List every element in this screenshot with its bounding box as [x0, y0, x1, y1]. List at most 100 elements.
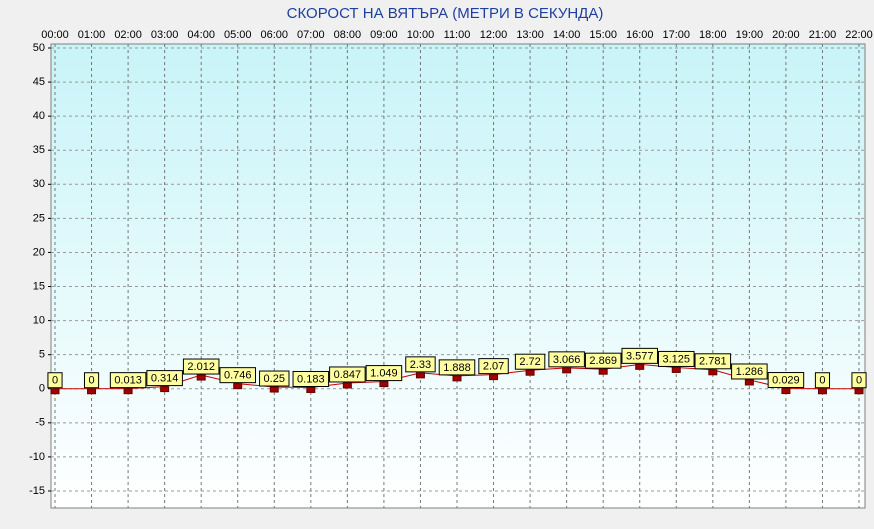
value-label-box	[329, 366, 366, 383]
marker	[854, 388, 864, 395]
value-label-box	[621, 347, 658, 364]
value-label-box	[658, 350, 695, 367]
x-tick-label: 22:00	[845, 29, 873, 41]
x-tick-label: 09:00	[370, 29, 398, 41]
value-label: 2.33	[410, 359, 431, 371]
value-label: 0.183	[297, 373, 325, 385]
value-label: 0.847	[334, 369, 362, 381]
marker	[379, 381, 389, 388]
value-label: 0.314	[151, 373, 179, 385]
y-tick-label: 10	[33, 314, 45, 326]
value-label: 2.869	[589, 355, 617, 367]
x-tick-label: 21:00	[809, 29, 837, 41]
value-label-box	[478, 358, 509, 375]
value-label-box	[438, 359, 476, 376]
x-tick-label: 10:00	[407, 29, 435, 41]
value-label-box	[514, 353, 546, 370]
x-tick-label: 03:00	[151, 29, 179, 41]
value-label: 1.049	[370, 367, 398, 379]
x-tick-label: 12:00	[480, 29, 508, 41]
x-tick-label: 01:00	[78, 29, 106, 41]
y-tick-label: -10	[29, 451, 45, 463]
x-tick-label: 11:00	[444, 29, 471, 41]
marker	[160, 386, 170, 393]
y-tick-label: 15	[33, 280, 45, 292]
marker	[415, 372, 425, 379]
y-tick-label: -5	[35, 417, 45, 429]
value-label-box	[548, 351, 585, 368]
marker	[342, 382, 352, 389]
y-tick-label: 40	[33, 110, 45, 122]
value-label: 0	[856, 375, 862, 387]
marker	[123, 388, 133, 395]
x-tick-label: 05:00	[224, 29, 252, 41]
value-label-box	[767, 372, 805, 389]
marker	[489, 374, 499, 381]
marker	[87, 388, 97, 395]
marker	[598, 368, 608, 375]
x-tick-label: 18:00	[699, 29, 727, 41]
y-tick-label: 50	[33, 42, 45, 54]
y-tick-label: 30	[33, 178, 45, 190]
marker	[269, 386, 279, 393]
value-label: 0.746	[224, 370, 252, 382]
y-tick-label: 0	[39, 383, 45, 395]
value-label-box	[83, 372, 100, 389]
x-tick-label: 07:00	[297, 29, 325, 41]
value-label: 1.888	[443, 362, 471, 374]
value-label: 3.066	[553, 354, 581, 366]
y-tick-label: 20	[33, 246, 45, 258]
marker	[562, 367, 572, 374]
value-label-box	[851, 372, 867, 389]
value-label-box	[146, 370, 183, 387]
marker	[196, 374, 206, 381]
marker	[671, 366, 681, 373]
value-label-box	[47, 372, 63, 389]
value-label: 2.012	[187, 361, 215, 373]
value-label: 3.125	[663, 353, 691, 365]
chart-title: СКОРОСТ НА ВЯТЪРА (МЕТРИ В СЕКУНДА)	[287, 5, 604, 22]
value-label: 0	[819, 375, 825, 387]
x-tick-label: 13:00	[516, 29, 544, 41]
value-label: 2.72	[519, 356, 540, 368]
value-label: 2.07	[483, 361, 504, 373]
marker	[233, 383, 243, 390]
y-tick-label: 25	[33, 212, 45, 224]
marker	[744, 379, 754, 386]
value-label: 0	[52, 375, 58, 387]
value-label: 3.577	[626, 350, 654, 362]
marker	[452, 375, 462, 382]
marker	[781, 388, 791, 395]
value-label: 0.25	[264, 373, 285, 385]
value-label-box	[109, 372, 147, 389]
value-label: 2.781	[699, 356, 727, 368]
value-label-box	[814, 372, 831, 389]
value-label-box	[219, 367, 256, 384]
x-tick-label: 19:00	[736, 29, 764, 41]
x-tick-label: 14:00	[553, 29, 581, 41]
x-tick-label: 06:00	[261, 29, 289, 41]
value-label-box	[365, 365, 403, 382]
value-label: 0.029	[772, 374, 800, 386]
x-tick-label: 00:00	[41, 29, 69, 41]
x-tick-label: 08:00	[334, 29, 362, 41]
value-label-box	[182, 358, 220, 375]
y-tick-label: 5	[39, 349, 45, 361]
marker	[635, 363, 645, 370]
marker	[817, 388, 827, 395]
value-label-box	[405, 356, 436, 373]
y-tick-label: 45	[33, 76, 45, 88]
value-label: 0	[88, 375, 94, 387]
marker	[525, 369, 535, 376]
marker	[50, 388, 60, 395]
value-label: 0.013	[114, 375, 142, 387]
x-tick-label: 17:00	[663, 29, 691, 41]
value-label-box	[694, 353, 732, 370]
value-label-box	[292, 370, 330, 387]
plot-area	[50, 43, 866, 509]
marker	[306, 386, 316, 393]
y-tick-label: 35	[33, 144, 45, 156]
x-tick-label: 15:00	[589, 29, 617, 41]
x-tick-label: 16:00	[626, 29, 654, 41]
